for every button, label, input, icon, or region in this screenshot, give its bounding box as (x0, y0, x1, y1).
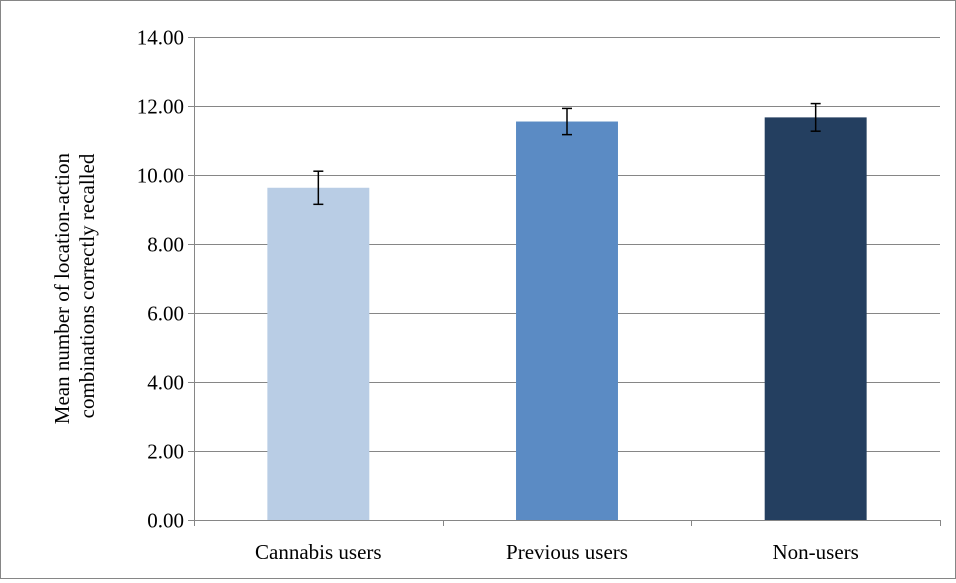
x-tick-label: Previous users (506, 540, 628, 564)
y-axis-label-line-2: combinations correctly recalled (75, 153, 99, 418)
bar (267, 187, 370, 520)
error-bar (562, 107, 572, 136)
axes (188, 37, 941, 526)
y-tick-label: 14.00 (137, 26, 184, 50)
bar (516, 121, 618, 521)
y-axis-label-line-1: Mean number of location-action (50, 153, 74, 425)
y-tick-label: 8.00 (147, 233, 184, 257)
y-tick-label: 12.00 (137, 95, 184, 119)
y-tick-label: 0.00 (147, 509, 184, 533)
bar (764, 117, 867, 520)
y-tick-label: 6.00 (147, 302, 184, 326)
error-bars (313, 102, 821, 206)
error-bar (810, 102, 821, 132)
y-tick-label: 10.00 (137, 164, 184, 188)
y-tick-labels: 0.00 2.00 4.00 6.00 8.00 10.00 12.00 14.00 (137, 26, 184, 533)
y-tick-label: 4.00 (147, 371, 184, 395)
x-tick-labels: Cannabis users Previous users Non-users (255, 540, 859, 564)
x-tick-label: Non-users (773, 540, 859, 564)
error-bar (313, 170, 324, 206)
bars (267, 117, 867, 521)
x-tick-label: Cannabis users (255, 540, 382, 564)
y-tick-label: 2.00 (147, 440, 184, 464)
y-axis-label: Mean number of location-action combinati… (50, 148, 99, 424)
